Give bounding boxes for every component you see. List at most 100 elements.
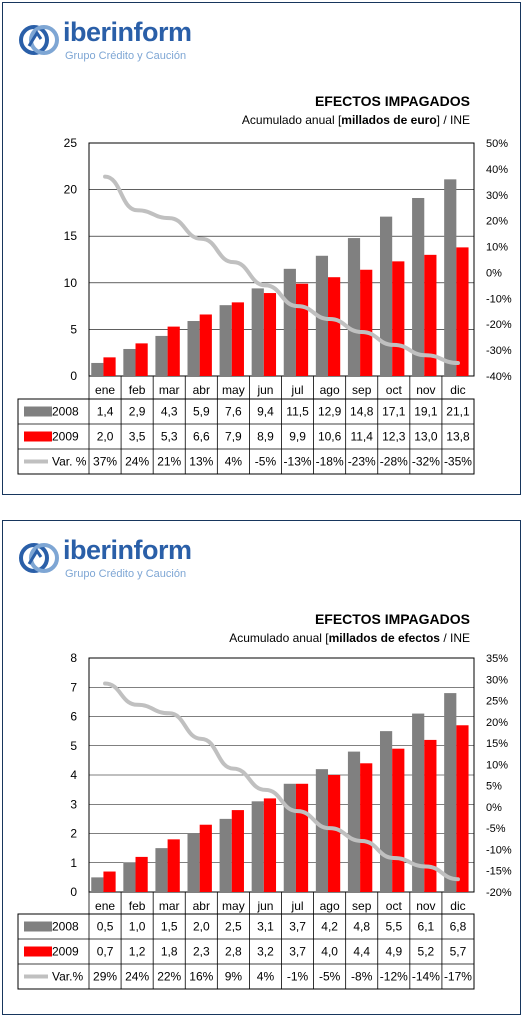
bar-2009 bbox=[167, 326, 180, 376]
chart-panel-efectos: iberinform Grupo Crédito y Caución EFECT… bbox=[2, 520, 521, 1015]
x-category-label: ene bbox=[95, 899, 115, 913]
logo-name-2: inform bbox=[110, 535, 193, 565]
legend-series-name: 2008 bbox=[52, 405, 79, 419]
y-tick-label: 7 bbox=[70, 680, 77, 694]
logo-mark-icon bbox=[19, 543, 59, 573]
y-tick-label: 8 bbox=[70, 651, 77, 665]
bar-2008 bbox=[219, 818, 232, 892]
table-cell-value: 5,7 bbox=[450, 945, 467, 959]
table-cell-value: 16% bbox=[189, 970, 213, 984]
y-tick-label: 3 bbox=[70, 797, 77, 811]
legend-series-name: Var. % bbox=[52, 455, 87, 469]
table-cell-value: 2,0 bbox=[193, 920, 210, 934]
bar-2008 bbox=[444, 179, 457, 376]
bar-2009 bbox=[456, 247, 469, 376]
table-cell-value: 3,7 bbox=[289, 920, 306, 934]
bar-2009 bbox=[231, 302, 244, 376]
table-cell-value: 9,9 bbox=[289, 430, 306, 444]
table-cell-value: 13% bbox=[189, 455, 213, 469]
y-tick-label: 6 bbox=[70, 710, 77, 724]
bar-2008 bbox=[412, 197, 425, 376]
data-table bbox=[17, 398, 475, 475]
table-cell-value: 9% bbox=[225, 970, 243, 984]
bar-2008 bbox=[412, 713, 425, 892]
bar-2009 bbox=[103, 357, 116, 376]
legend-series-name: Var.% bbox=[52, 970, 83, 984]
logo-mark-icon bbox=[19, 25, 59, 55]
bar-2008 bbox=[155, 335, 168, 376]
y2-tick-label: 30% bbox=[486, 190, 508, 202]
table-cell-value: 4% bbox=[257, 970, 275, 984]
x-category-label: jul bbox=[291, 899, 304, 913]
y2-tick-label: -10% bbox=[486, 844, 512, 856]
table-cell-value: 3,1 bbox=[257, 920, 274, 934]
bar-2009 bbox=[392, 748, 405, 892]
table-cell-value: 3,2 bbox=[257, 945, 274, 959]
table-cell-value: 2,9 bbox=[129, 405, 146, 419]
logo-name-2: inform bbox=[110, 17, 193, 47]
bar-2008 bbox=[379, 731, 393, 892]
bar-2009 bbox=[295, 783, 309, 892]
logo-tagline: Grupo Crédito y Caución bbox=[65, 50, 187, 62]
table-cell-value: 8,9 bbox=[257, 430, 274, 444]
x-category-label: oct bbox=[386, 383, 403, 397]
bar-2008 bbox=[347, 238, 361, 376]
table-cell-value: 4,3 bbox=[161, 405, 178, 419]
y2-tick-label: 10% bbox=[486, 242, 508, 254]
bar-2009 bbox=[456, 725, 469, 892]
y2-tick-label: -20% bbox=[486, 319, 512, 331]
bar-2008 bbox=[187, 833, 200, 892]
table-cell-value: 5,3 bbox=[161, 430, 178, 444]
bar-2009 bbox=[424, 254, 437, 376]
y-tick-label: 4 bbox=[70, 768, 77, 782]
table-cell-value: 6,1 bbox=[418, 920, 435, 934]
table-cell-value: -5% bbox=[319, 970, 341, 984]
table-cell-value: 12,9 bbox=[318, 405, 342, 419]
y-tick-label: 5 bbox=[70, 322, 77, 336]
legend-series-name: 2008 bbox=[52, 920, 79, 934]
chart-subtitle: Acumulado anual [millados de efectos / I… bbox=[229, 631, 470, 645]
x-category-label: sep bbox=[352, 899, 372, 913]
table-cell-value: 0,7 bbox=[97, 945, 114, 959]
y2-tick-label: 25% bbox=[486, 696, 508, 708]
table-cell-value: 4,2 bbox=[321, 920, 338, 934]
x-category-label: nov bbox=[416, 383, 435, 397]
legend-swatch-2009 bbox=[24, 946, 52, 957]
table-cell-value: -8% bbox=[351, 970, 373, 984]
bar-line-chart-efectos: 0 1 2 3 4 5 6 7 8 -20% -15% -10% -5% 0% 5% 10% 15% 20% 25%… bbox=[17, 651, 512, 990]
table-cell-value: 19,1 bbox=[414, 405, 438, 419]
table-cell-value: 6,6 bbox=[193, 430, 210, 444]
table-cell-value: -14% bbox=[412, 970, 440, 984]
bar-2008 bbox=[283, 783, 296, 892]
iberinform-logo: iberinform Grupo Crédito y Caución bbox=[17, 535, 217, 583]
x-category-label: may bbox=[222, 899, 245, 913]
y2-tick-label: -20% bbox=[486, 887, 512, 899]
bar-2009 bbox=[135, 343, 148, 376]
bar-2009 bbox=[360, 269, 373, 376]
chart-title: EFECTOS IMPAGADOS bbox=[314, 93, 470, 109]
bar-2009 bbox=[295, 283, 309, 376]
table-cell-value: 14,8 bbox=[350, 405, 374, 419]
chart-subtitle: Acumulado anual [millados de euro] / INE bbox=[241, 113, 470, 127]
y2-tick-label: 5% bbox=[486, 781, 502, 793]
y-tick-label: 0 bbox=[70, 885, 77, 899]
bar-2008 bbox=[444, 693, 457, 892]
bar-2008 bbox=[347, 751, 361, 892]
iberinform-logo: iberinform Grupo Crédito y Caución bbox=[17, 17, 217, 65]
bar-2009 bbox=[135, 856, 148, 892]
table-cell-value: 12,3 bbox=[382, 430, 406, 444]
bar-2009 bbox=[263, 293, 277, 376]
bar-line-chart-euros: 0 5 10 15 20 25 -40% -30% -20% -10% 0% 10% 20% 30% 40%… bbox=[17, 136, 512, 475]
chart-panel-euros: iberinform Grupo Crédito y Caución EFECT… bbox=[2, 2, 521, 495]
table-cell-value: 2,3 bbox=[193, 945, 210, 959]
bar-2009 bbox=[231, 810, 244, 892]
variation-line bbox=[103, 681, 460, 882]
table-cell-value: 22% bbox=[157, 970, 181, 984]
table-cell-value: 1,5 bbox=[161, 920, 178, 934]
y2-tick-label: 40% bbox=[486, 164, 508, 176]
y-tick-label: 2 bbox=[70, 827, 77, 841]
table-cell-value: 4,8 bbox=[353, 920, 370, 934]
x-category-label: oct bbox=[386, 899, 403, 913]
logo-name-1: iber bbox=[63, 17, 111, 47]
legend-series-name: 2009 bbox=[52, 430, 79, 444]
